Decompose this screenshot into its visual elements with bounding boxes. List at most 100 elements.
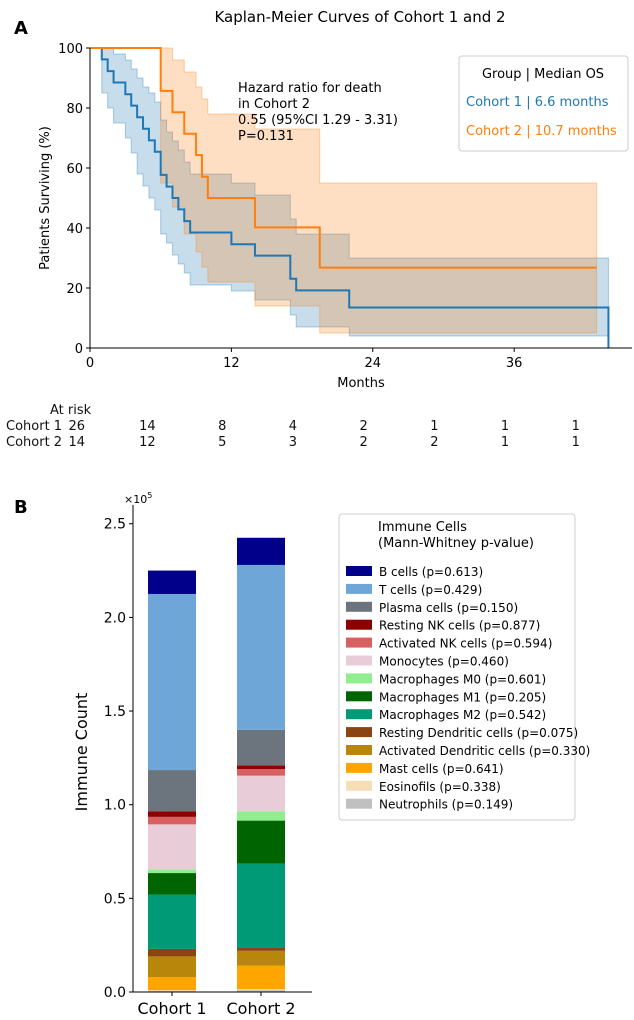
legend-swatch — [346, 727, 372, 738]
bar-segment — [237, 775, 285, 812]
legend-label: Macrophages M2 (p=0.542) — [379, 708, 546, 722]
km-hazard-annotation: Hazard ratio for death in Cohort 2 0.55 … — [238, 81, 398, 144]
at-risk-value: 2 — [359, 419, 368, 434]
bar-ylabel: Immune Count — [72, 693, 91, 812]
at-risk-value: 1 — [571, 419, 580, 434]
legend-swatch — [346, 780, 372, 791]
km-y-tick-label: 20 — [66, 282, 83, 297]
km-title: Kaplan-Meier Curves of Cohort 1 and 2 — [214, 8, 505, 26]
km-ylabel: Patients Surviving (%) — [38, 126, 53, 270]
legend-swatch — [346, 637, 372, 648]
legend-swatch — [346, 655, 372, 666]
bar-axes — [132, 505, 312, 993]
annotation-line: P=0.131 — [238, 129, 294, 144]
legend-label: Resting NK cells (p=0.877) — [379, 619, 540, 633]
km-legend-cohort2: Cohort 2 | 10.7 months — [466, 124, 617, 139]
at-risk-value: 2 — [359, 435, 368, 450]
bar-legend-title: Immune Cells — [378, 520, 467, 535]
bar-segment — [237, 965, 285, 990]
km-line-cohort-2 — [90, 47, 597, 269]
legend-swatch — [346, 745, 372, 755]
km-y-tick-label: 100 — [58, 42, 83, 57]
legend-label: Plasma cells (p=0.150) — [379, 601, 518, 615]
legend-label: Monocytes (p=0.460) — [379, 655, 509, 669]
bar-legend: Immune Cells (Mann-Whitney p-value) B ce… — [338, 513, 590, 821]
at-risk-value: 1 — [500, 419, 510, 434]
legend-swatch — [346, 709, 372, 720]
legend-swatch — [346, 566, 372, 576]
bar-x-tick-label: Cohort 1 — [137, 999, 206, 1018]
at-risk-value: 5 — [218, 435, 227, 450]
bar-multiplier: ×105 — [124, 491, 152, 506]
legend-swatch — [346, 601, 372, 612]
at-risk-value: 4 — [288, 419, 298, 434]
bar-segment — [148, 977, 196, 991]
at-risk-value: 1 — [430, 419, 439, 434]
bar-segment — [148, 816, 196, 825]
legend-swatch — [346, 583, 372, 594]
legend-swatch — [346, 762, 372, 773]
bar-y-tick-label: 0.5 — [104, 891, 126, 907]
bar-segment — [237, 820, 285, 864]
at-risk-value: 26 — [68, 419, 85, 434]
km-legend-cohort1: Cohort 1 | 6.6 months — [466, 95, 609, 110]
legend-label: Macrophages M0 (p=0.601) — [379, 672, 546, 686]
bar-segment — [237, 950, 285, 966]
bar-x-ticks: Cohort 1 Cohort 2 — [137, 992, 296, 1018]
at-risk-value: 14 — [139, 419, 156, 434]
km-line-cohort-1 — [90, 47, 610, 348]
km-axes — [89, 48, 632, 349]
bar-segment — [237, 537, 285, 565]
km-xlabel: Months — [337, 376, 385, 391]
bar-segment — [148, 956, 196, 978]
bar-legend-subtitle: (Mann-Whitney p-value) — [378, 536, 534, 551]
at-risk-value: 3 — [288, 435, 298, 450]
legend-label: Neutrophils (p=0.149) — [379, 798, 513, 812]
at-risk-header: At risk — [50, 403, 92, 418]
bar-segment — [237, 729, 285, 766]
bar-segment — [148, 873, 196, 895]
bar-y-tick-label: 1.5 — [104, 704, 126, 720]
bar-segment — [237, 564, 285, 730]
bar-segment — [148, 593, 196, 771]
legend-label: Activated Dendritic cells (p=0.330) — [379, 744, 590, 758]
at-risk-value: 14 — [68, 435, 85, 450]
bar-segment — [148, 811, 196, 817]
at-risk-table: At risk Cohort 1 Cohort 2 26148421110141… — [0, 403, 634, 453]
km-y-tick-label: 0 — [75, 342, 83, 357]
km-legend: Group | Median OS Cohort 1 | 6.6 months … — [458, 55, 629, 152]
bar-segment — [148, 770, 196, 812]
at-risk-value: 0 — [621, 435, 634, 450]
km-ci-band-2 — [90, 47, 598, 334]
panel-label-b: B — [14, 497, 28, 518]
at-risk-value: 1 — [571, 435, 580, 450]
km-y-tick-label: 40 — [66, 222, 83, 237]
legend-label: Eosinofils (p=0.338) — [379, 780, 501, 794]
km-survival-lines — [90, 47, 610, 348]
bar-y-tick-label: 1.0 — [104, 798, 126, 814]
bar-segment — [148, 570, 196, 594]
at-risk-row-label: Cohort 2 — [6, 435, 63, 450]
legend-swatch — [346, 619, 372, 630]
at-risk-value: 8 — [218, 419, 227, 434]
panel-label-a: A — [14, 18, 28, 39]
bar-segment — [237, 947, 285, 951]
km-x-tick-label: 36 — [506, 356, 523, 371]
legend-swatch — [346, 798, 372, 809]
at-risk-value: 0 — [621, 419, 634, 434]
legend-swatch — [346, 673, 372, 684]
legend-label: T cells (p=0.429) — [378, 583, 482, 597]
km-ci-band-1 — [90, 47, 609, 337]
bar-segment — [237, 863, 285, 948]
km-confidence-bands — [90, 47, 609, 337]
at-risk-value: 12 — [139, 435, 156, 450]
bar-segment — [148, 990, 196, 992]
bar-segment — [237, 811, 285, 821]
bar-y-tick-label: 2.5 — [104, 517, 126, 533]
bar-segment — [148, 824, 196, 870]
km-x-tick-label: 0 — [86, 356, 94, 371]
bar-stacks — [148, 537, 285, 992]
km-y-tick-label: 60 — [66, 162, 83, 177]
bar-segment — [237, 765, 285, 770]
